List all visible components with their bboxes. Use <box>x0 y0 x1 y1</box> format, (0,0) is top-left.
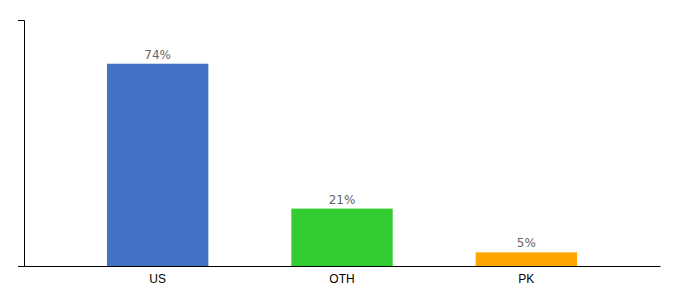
y-axis <box>18 21 25 267</box>
bar <box>107 64 208 266</box>
x-tick: OTH <box>329 266 354 286</box>
x-tick-label: PK <box>518 272 534 286</box>
data-label: 74% <box>144 48 171 62</box>
data-labels: 74% 21% 5% <box>144 48 536 251</box>
bar <box>476 252 577 266</box>
data-label: 5% <box>517 236 536 250</box>
x-tick: PK <box>518 266 534 286</box>
bars <box>107 64 577 266</box>
x-tick-label: OTH <box>329 272 354 286</box>
x-tick: US <box>149 266 166 286</box>
plot: 74% 21% 5% US OTH PK <box>18 21 661 286</box>
data-label: 21% <box>329 193 356 207</box>
chart: 74% 21% 5% US OTH PK <box>0 0 680 300</box>
x-axis: US OTH PK <box>25 266 661 286</box>
bar <box>291 209 392 266</box>
x-axis-line <box>25 266 661 267</box>
y-axis-line <box>18 21 25 267</box>
x-tick-label: US <box>149 272 166 286</box>
